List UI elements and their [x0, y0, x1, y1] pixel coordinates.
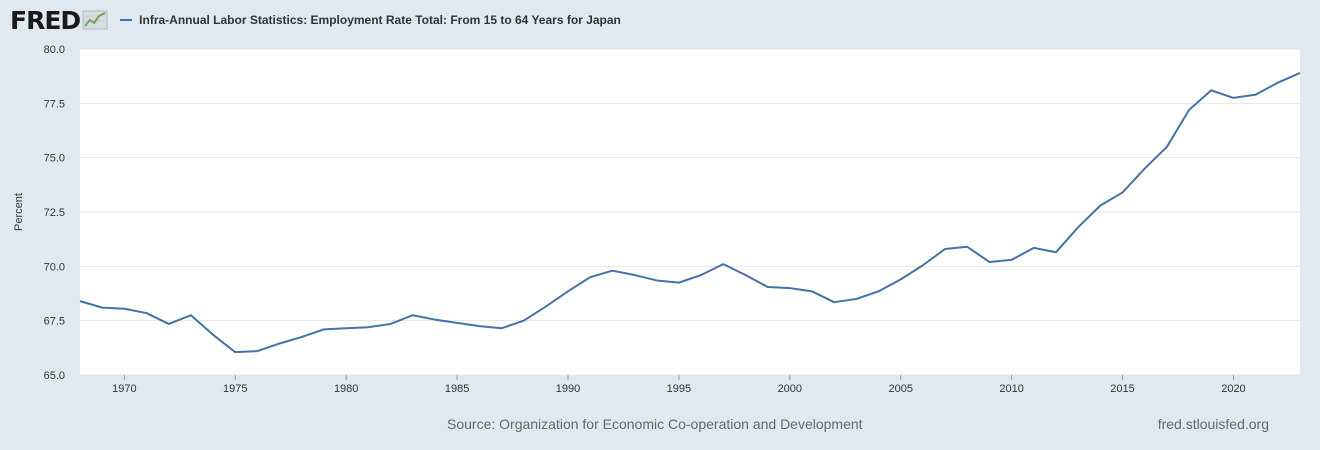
y-tick-label: 70.0 — [44, 261, 65, 273]
chart-header: FRED Infra-Annual Labor Statistics: Empl… — [10, 6, 621, 34]
y-axis-ticks: 65.0 67.5 70.0 72.5 75.0 77.5 80.0 — [44, 44, 65, 382]
chart-legend[interactable]: Infra-Annual Labor Statistics: Employmen… — [120, 13, 621, 27]
y-axis-label: Percent — [13, 193, 25, 231]
x-tick-label: 1970 — [112, 383, 136, 395]
chart-line-icon — [82, 10, 108, 30]
y-tick-label: 75.0 — [44, 153, 65, 165]
x-tick-label: 2010 — [999, 383, 1023, 395]
y-tick-label: 65.0 — [44, 370, 65, 382]
y-tick-label: 77.5 — [44, 98, 65, 110]
x-tick-label: 2015 — [1110, 383, 1134, 395]
x-tick-label: 2005 — [888, 383, 912, 395]
logo-text: FRED — [10, 5, 81, 35]
x-tick-label: 1980 — [334, 383, 358, 395]
x-tick-label: 1995 — [667, 383, 691, 395]
series-layer — [79, 71, 1301, 354]
x-axis-ticks: 1970 1975 1980 1985 1990 1995 2000 2005 2010 2015… — [112, 375, 1246, 395]
x-tick-label: 2000 — [778, 383, 802, 395]
fred-logo[interactable]: FRED — [10, 8, 108, 33]
x-tick-label: 1985 — [445, 383, 469, 395]
y-tick-label: 72.5 — [44, 207, 65, 219]
grid-lines — [80, 48, 1300, 376]
x-tick-label: 2020 — [1221, 383, 1245, 395]
source-note: Source: Organization for Economic Co-ope… — [447, 416, 863, 432]
legend-label: Infra-Annual Labor Statistics: Employmen… — [139, 13, 621, 27]
site-link[interactable]: fred.stlouisfed.org — [1157, 416, 1269, 432]
x-tick-label: 1990 — [556, 383, 580, 395]
y-tick-label: 67.5 — [44, 316, 65, 328]
legend-swatch — [120, 19, 133, 21]
x-tick-label: 1975 — [223, 383, 247, 395]
series-line[interactable] — [79, 71, 1301, 354]
y-tick-label: 80.0 — [44, 44, 65, 56]
